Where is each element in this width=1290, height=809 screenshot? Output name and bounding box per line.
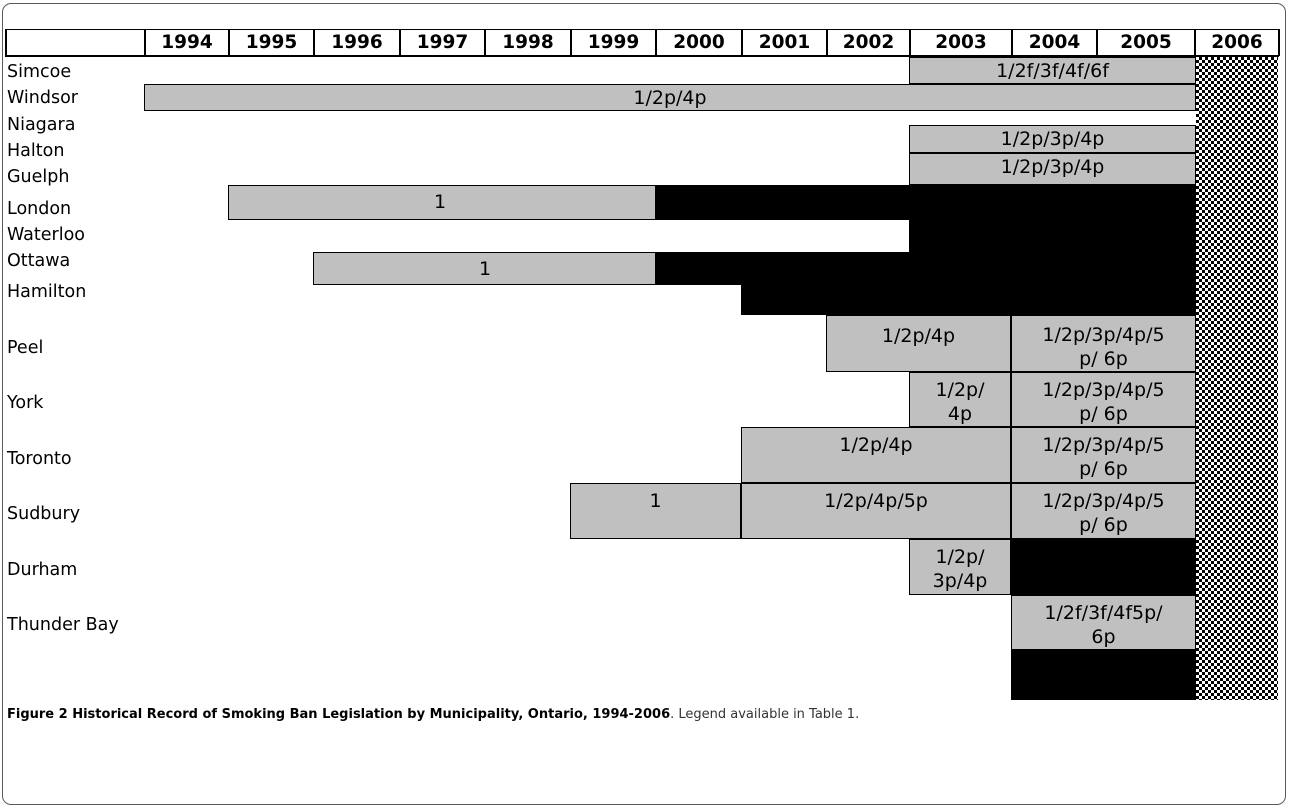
bar-label: 1/2p/3p/4p/5 xyxy=(1042,379,1165,401)
header-top-rule xyxy=(5,29,1279,30)
bar-label: 1/2p/4p/5p xyxy=(824,490,928,512)
bar-hamilton-b xyxy=(1011,315,1196,372)
header-separator xyxy=(570,29,572,56)
year-header: 2002 xyxy=(842,32,895,53)
bar-peel-b xyxy=(1011,372,1196,427)
year-header: 1999 xyxy=(587,32,640,53)
bar-york-b xyxy=(1011,427,1196,483)
year-header: 2000 xyxy=(673,32,725,53)
bar-peel-a xyxy=(909,372,1011,427)
municipality-label: Hamilton xyxy=(7,282,87,302)
header-separator xyxy=(313,29,315,56)
bar-label: 1 xyxy=(478,258,492,280)
municipality-label: Durham xyxy=(7,560,78,580)
figure-frame xyxy=(2,3,1286,805)
bar-toronto-c xyxy=(1011,483,1196,539)
bar-hamilton-a xyxy=(826,315,1011,372)
bar-waterloo-black xyxy=(655,252,1196,285)
bar-label: 1/2p/3p/4p/5 xyxy=(1042,324,1165,346)
municipality-label: Waterloo xyxy=(7,225,86,245)
header-separator xyxy=(1278,29,1280,56)
year-header: 1995 xyxy=(245,32,298,53)
year-header: 1998 xyxy=(502,32,554,53)
bar-label: 1/2f/3f/4f/6f xyxy=(996,60,1109,82)
bar-label: p/ 6p xyxy=(1079,348,1128,370)
municipality-label: Peel xyxy=(7,338,44,358)
year-header: 2003 xyxy=(935,32,987,53)
bar-label: 1/2p/4p xyxy=(633,87,707,109)
bar-durham xyxy=(1011,595,1196,650)
figure-caption: Figure 2 Historical Record of Smoking Ba… xyxy=(7,707,859,723)
bar-ottawa-black xyxy=(741,285,1196,315)
bar-guelph-black xyxy=(655,185,1196,220)
header-separator xyxy=(741,29,743,56)
municipality-label: Thunder Bay xyxy=(7,615,119,635)
bar-london-black xyxy=(909,220,1196,252)
bar-label: 1/2p/4p xyxy=(881,325,956,347)
year-header: 1997 xyxy=(416,32,469,53)
checkered-2006-column xyxy=(1196,57,1278,700)
header-separator xyxy=(655,29,657,56)
bar-toronto-a xyxy=(570,483,741,539)
bar-label: 1/2p/ xyxy=(935,379,985,401)
municipality-label: Niagara xyxy=(7,115,76,135)
header-separator xyxy=(399,29,401,56)
caption-title: Figure 2 Historical Record of Smoking Ba… xyxy=(7,707,671,722)
bar-sudbury-a xyxy=(909,539,1011,595)
header-separator xyxy=(228,29,230,56)
bar-label: 3p/4p xyxy=(932,570,988,592)
municipality-label: Simcoe xyxy=(7,62,72,82)
bar-sudbury-black xyxy=(1011,539,1196,595)
municipality-label: Ottawa xyxy=(7,251,71,271)
bar-simcoe xyxy=(909,57,1196,84)
bar-windsor xyxy=(144,84,1196,111)
bar-waterloo xyxy=(313,252,656,285)
year-header: 1996 xyxy=(331,32,383,53)
bar-thunder-bay-black xyxy=(1011,650,1196,700)
municipality-label: York xyxy=(7,393,44,413)
header-separator xyxy=(5,29,7,56)
year-header: 1994 xyxy=(161,32,213,53)
bar-label: 1/2p/3p/4p xyxy=(1000,156,1105,178)
bar-york-a xyxy=(741,427,1011,483)
header-bottom-rule xyxy=(5,55,1279,57)
year-header: 2006 xyxy=(1211,32,1263,53)
header-separator xyxy=(1194,29,1196,56)
bar-guelph xyxy=(228,185,656,220)
bar-toronto-b xyxy=(741,483,1011,539)
caption-note: . Legend available in Table 1. xyxy=(670,707,860,722)
header-separator xyxy=(909,29,911,56)
header-separator xyxy=(826,29,828,56)
year-header: 2004 xyxy=(1028,32,1081,53)
municipality-label: Halton xyxy=(7,141,65,161)
bar-halton xyxy=(909,153,1196,185)
header-separator xyxy=(1011,29,1013,56)
bar-label: p/ 6p xyxy=(1079,514,1128,536)
year-header: 2001 xyxy=(758,32,811,53)
bar-label: 1/2p/4p xyxy=(839,434,913,456)
bar-label: p/ 6p xyxy=(1079,403,1128,425)
bar-label: 6p xyxy=(1091,626,1116,648)
bar-label: p/ 6p xyxy=(1079,458,1128,480)
municipality-label: Toronto xyxy=(7,449,72,469)
bar-niagara xyxy=(909,125,1196,153)
municipality-label: London xyxy=(7,199,72,219)
header-separator xyxy=(484,29,486,56)
municipality-label: Sudbury xyxy=(7,504,81,524)
bar-label: 1/2p/3p/4p/5 xyxy=(1042,434,1165,456)
bar-label: 1/2p/3p/4p/5 xyxy=(1042,490,1165,512)
municipality-label: Guelph xyxy=(7,167,70,187)
bar-label: 1/2f/3f/4f5p/ xyxy=(1044,602,1163,624)
municipality-label: Windsor xyxy=(7,88,78,108)
year-header: 2005 xyxy=(1120,32,1172,53)
bar-label: 1 xyxy=(649,490,662,512)
bar-label: 1 xyxy=(433,191,447,213)
bar-label: 1/2p/3p/4p xyxy=(1000,128,1105,150)
header-separator xyxy=(144,29,146,56)
bar-label: 1/2p/ xyxy=(935,546,985,568)
bar-label: 4p xyxy=(947,403,973,425)
header-separator xyxy=(1096,29,1098,56)
